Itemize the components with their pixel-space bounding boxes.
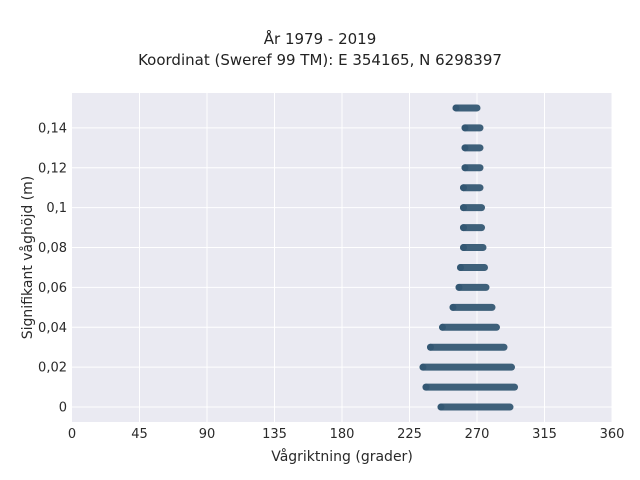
x-axis-label: Vågriktning (grader): [271, 448, 413, 465]
scatter-point: [455, 283, 463, 291]
y-tick-label: 0,08: [38, 241, 67, 256]
scatter-point: [437, 403, 445, 411]
scatter-point: [460, 184, 467, 192]
y-tick-label: 0,04: [38, 321, 67, 336]
y-tick-label: 0,02: [38, 361, 67, 376]
y-tick-label: 0,06: [38, 281, 67, 296]
x-tick-label: 360: [600, 427, 625, 442]
y-tick-label: 0,12: [38, 161, 67, 176]
grid-lines: [72, 93, 613, 422]
scatter-point: [419, 363, 427, 371]
data-points: [419, 104, 518, 411]
chart-title: År 1979 - 2019: [263, 30, 377, 48]
scatter-point: [460, 224, 467, 232]
x-tick-label: 45: [131, 427, 148, 442]
x-axis-ticks: 0 45 90 135 180 225 270 315 360: [68, 427, 625, 442]
scatter-point: [457, 263, 464, 271]
scatter-point: [461, 144, 469, 152]
scatter-point: [461, 124, 469, 132]
x-tick-label: 270: [465, 427, 490, 442]
scatter-point: [452, 104, 460, 112]
y-tick-label: 0,1: [46, 201, 67, 216]
y-axis-label: Signifikant våghöjd (m): [19, 176, 36, 339]
scatter-point: [439, 323, 446, 331]
chart-subtitle: Koordinat (Sweref 99 TM): E 354165, N 62…: [138, 51, 502, 69]
scatter-point: [461, 164, 469, 172]
scatter-point: [449, 303, 457, 311]
x-tick-label: 225: [397, 427, 422, 442]
y-axis-ticks: 0 0,02 0,04 0,06 0,08 0,1 0,12 0,14: [38, 121, 67, 415]
scatter-point: [427, 343, 434, 351]
scatter-point: [460, 244, 467, 252]
scatter-point: [422, 383, 430, 391]
scatter-point: [460, 204, 467, 212]
x-tick-label: 135: [262, 427, 287, 442]
x-tick-label: 180: [330, 427, 355, 442]
x-tick-label: 90: [199, 427, 216, 442]
x-tick-label: 0: [68, 427, 76, 442]
x-tick-label: 315: [532, 427, 557, 442]
y-tick-label: 0: [59, 401, 67, 416]
y-tick-label: 0,14: [38, 121, 67, 136]
